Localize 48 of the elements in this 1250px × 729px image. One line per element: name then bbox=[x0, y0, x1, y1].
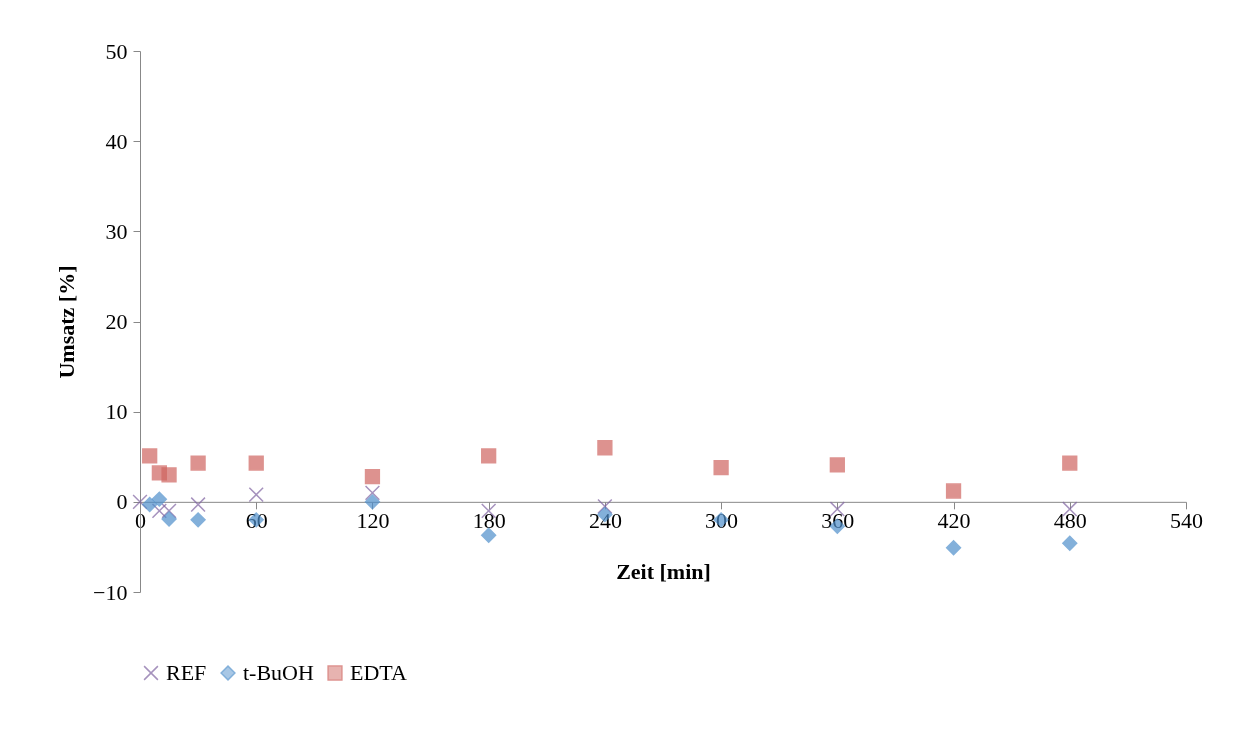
y-tick-label: 20 bbox=[105, 309, 128, 334]
point bbox=[132, 494, 148, 510]
legend-label: REF bbox=[166, 660, 207, 685]
point bbox=[481, 527, 497, 543]
point bbox=[364, 468, 381, 485]
y-tick-label: 50 bbox=[105, 38, 128, 64]
x-tick-label: 0 bbox=[135, 508, 146, 534]
point bbox=[248, 486, 264, 503]
point bbox=[1062, 535, 1078, 551]
x-tick-label: 60 bbox=[245, 508, 268, 534]
x-tick-label: 480 bbox=[1053, 508, 1087, 534]
point bbox=[190, 512, 206, 528]
point bbox=[364, 494, 381, 510]
legend-label: t-BuOH bbox=[243, 660, 314, 685]
y-tick-label: 30 bbox=[105, 218, 128, 244]
y-tick-label: 0 bbox=[116, 489, 128, 515]
point bbox=[151, 491, 168, 507]
legend-label: EDTA bbox=[350, 660, 407, 685]
x-tick-label: 540 bbox=[1170, 508, 1203, 534]
point bbox=[190, 455, 206, 471]
point bbox=[713, 459, 729, 476]
point bbox=[364, 485, 381, 501]
point bbox=[481, 448, 497, 464]
point bbox=[248, 455, 264, 471]
point bbox=[597, 498, 613, 514]
y-tick-label: 10 bbox=[105, 399, 128, 425]
point bbox=[151, 503, 168, 519]
point bbox=[597, 440, 613, 456]
x-tick-label: 300 bbox=[705, 508, 739, 534]
point bbox=[161, 503, 177, 519]
x-tick-label: 240 bbox=[588, 508, 622, 534]
x-axis-title: Zeit [min] bbox=[616, 559, 711, 585]
point bbox=[1062, 455, 1078, 471]
point bbox=[945, 483, 962, 499]
x-tick-label: 420 bbox=[937, 508, 971, 534]
x-tick-label: 180 bbox=[472, 508, 506, 534]
y-tick-label: −10 bbox=[93, 579, 128, 605]
point bbox=[190, 496, 206, 513]
y-axis-title: Umsatz [%] bbox=[54, 265, 80, 379]
point bbox=[161, 467, 177, 483]
point bbox=[142, 496, 158, 513]
point bbox=[142, 448, 158, 464]
point bbox=[945, 540, 962, 556]
point bbox=[829, 457, 845, 473]
y-tick-label: 40 bbox=[105, 128, 128, 154]
x-tick-label: 360 bbox=[821, 508, 855, 534]
point bbox=[161, 511, 177, 527]
x-tick-label: 120 bbox=[356, 508, 390, 534]
